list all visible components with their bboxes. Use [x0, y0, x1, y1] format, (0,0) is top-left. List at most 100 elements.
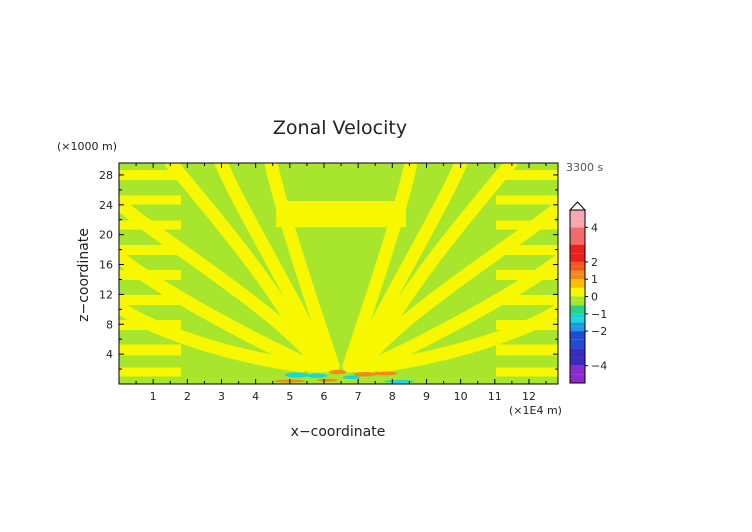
colorbar-tick-label: −2	[591, 325, 607, 338]
colorbar-segment	[570, 313, 585, 319]
colorbar-segment	[570, 261, 585, 267]
field-band	[119, 298, 308, 373]
field-band	[264, 163, 340, 373]
y-tick-label: 4	[106, 348, 113, 361]
x-tick-label: 11	[488, 390, 502, 403]
field-band-edge-left	[119, 295, 181, 305]
colorbar-segment	[570, 309, 585, 314]
field-band	[342, 163, 418, 373]
field-band-edge-left	[119, 195, 181, 205]
field-blob	[317, 378, 338, 382]
field-band-edge-right	[496, 367, 558, 377]
colorbar-tick-label: −1	[591, 308, 607, 321]
field-band-edge-right	[496, 295, 558, 305]
time-label: 3300 s	[566, 161, 603, 174]
field-band-edge-right	[496, 344, 558, 356]
y-tick-label: 8	[106, 318, 113, 331]
field-band-edge-right	[496, 220, 558, 230]
colorbar-segment	[570, 235, 585, 245]
field-band-edge-right	[496, 195, 558, 205]
field-blob	[383, 379, 415, 383]
field-band-edge-left	[119, 245, 181, 255]
colorbar-segment	[570, 274, 585, 280]
field-band-edge-left	[119, 344, 181, 356]
colorbar-segment	[570, 296, 585, 301]
colorbar-arrow	[568, 201, 587, 211]
x-tick-label: 9	[423, 390, 430, 403]
colorbar-segment	[570, 331, 585, 340]
x-axis-label: x−coordinate	[291, 424, 386, 440]
y-tick-label: 24	[99, 199, 113, 212]
colorbar-tick-label: −4	[591, 360, 607, 373]
y-tick-label: 16	[99, 259, 113, 272]
colorbar-segment	[570, 326, 585, 332]
field-band-edge-right	[496, 320, 558, 330]
field-blob	[342, 375, 360, 380]
x-tick-label: 4	[252, 390, 259, 403]
colorbar-segment	[570, 218, 585, 228]
x-tick-label: 12	[522, 390, 536, 403]
field-band-edge-left	[119, 220, 181, 230]
y-tick-label: 28	[99, 169, 113, 182]
field-band-edge-right	[496, 245, 558, 255]
field-band-edge-left	[119, 170, 181, 180]
colorbar-segment	[570, 374, 585, 383]
field-blob	[373, 371, 398, 376]
x-tick-label: 2	[184, 390, 191, 403]
x-tick-label: 7	[355, 390, 362, 403]
colorbar-segment	[570, 279, 585, 284]
field-band-edge-left	[119, 270, 181, 280]
y-tick-label: 12	[99, 288, 113, 301]
colorbar-segment	[570, 253, 585, 262]
chart-title: Zonal Velocity	[273, 117, 407, 139]
colorbar-segment	[570, 227, 585, 236]
x-axis: 1 2 3 4 5 6 7 8 9 10 11 12	[135, 163, 547, 403]
colorbar-segment	[570, 300, 585, 306]
colorbar-segment	[570, 244, 585, 254]
field-band-upper	[276, 201, 406, 228]
colorbar-segment	[570, 292, 585, 297]
colorbar-segment	[570, 357, 585, 366]
field-band	[214, 163, 333, 373]
colorbar-tick-label: 0	[591, 291, 598, 304]
field-band	[164, 163, 323, 373]
field-blob	[353, 372, 377, 377]
y-tick-label: 20	[99, 229, 113, 242]
field-blob	[284, 372, 309, 378]
x-unit-label: (×1E4 m)	[509, 404, 562, 417]
field-band-edge-left	[119, 367, 181, 377]
x-tick-label: 10	[454, 390, 468, 403]
colorbar-segment	[570, 283, 585, 288]
y-unit-label: (×1000 m)	[57, 140, 117, 153]
colorbar-tick-label: 1	[591, 273, 598, 286]
colorbar-segment	[570, 318, 585, 323]
field-blobs	[274, 369, 415, 383]
colorbar-segment	[570, 287, 585, 293]
colorbar-segment	[570, 339, 585, 349]
field-band-edge-right	[496, 170, 558, 180]
velocity-field	[119, 163, 558, 384]
colorbar-segment	[570, 348, 585, 358]
colorbar-segment	[570, 365, 585, 375]
field-band-edge-left	[119, 320, 181, 330]
colorbar: 4 2 1 0 −1 −2 −4	[568, 201, 607, 384]
colorbar-segment	[570, 270, 585, 275]
field-bands	[119, 163, 558, 377]
colorbar-tick-label: 2	[591, 256, 598, 269]
field-band-edge-right	[496, 270, 558, 280]
x-tick-label: 6	[320, 390, 327, 403]
x-tick-label: 8	[389, 390, 396, 403]
colorbar-segment	[570, 210, 585, 219]
colorbar-segment	[570, 305, 585, 310]
field-band	[374, 302, 558, 373]
colorbar-segment	[570, 266, 585, 271]
y-axis-label: z−coordinate	[76, 228, 92, 322]
colorbar-tick-label: 4	[591, 221, 598, 234]
field-band	[349, 163, 468, 373]
x-tick-label: 1	[150, 390, 157, 403]
plot-frame	[118, 162, 559, 385]
x-tick-label: 5	[286, 390, 293, 403]
x-tick-label: 3	[218, 390, 225, 403]
colorbar-segment	[570, 322, 585, 327]
